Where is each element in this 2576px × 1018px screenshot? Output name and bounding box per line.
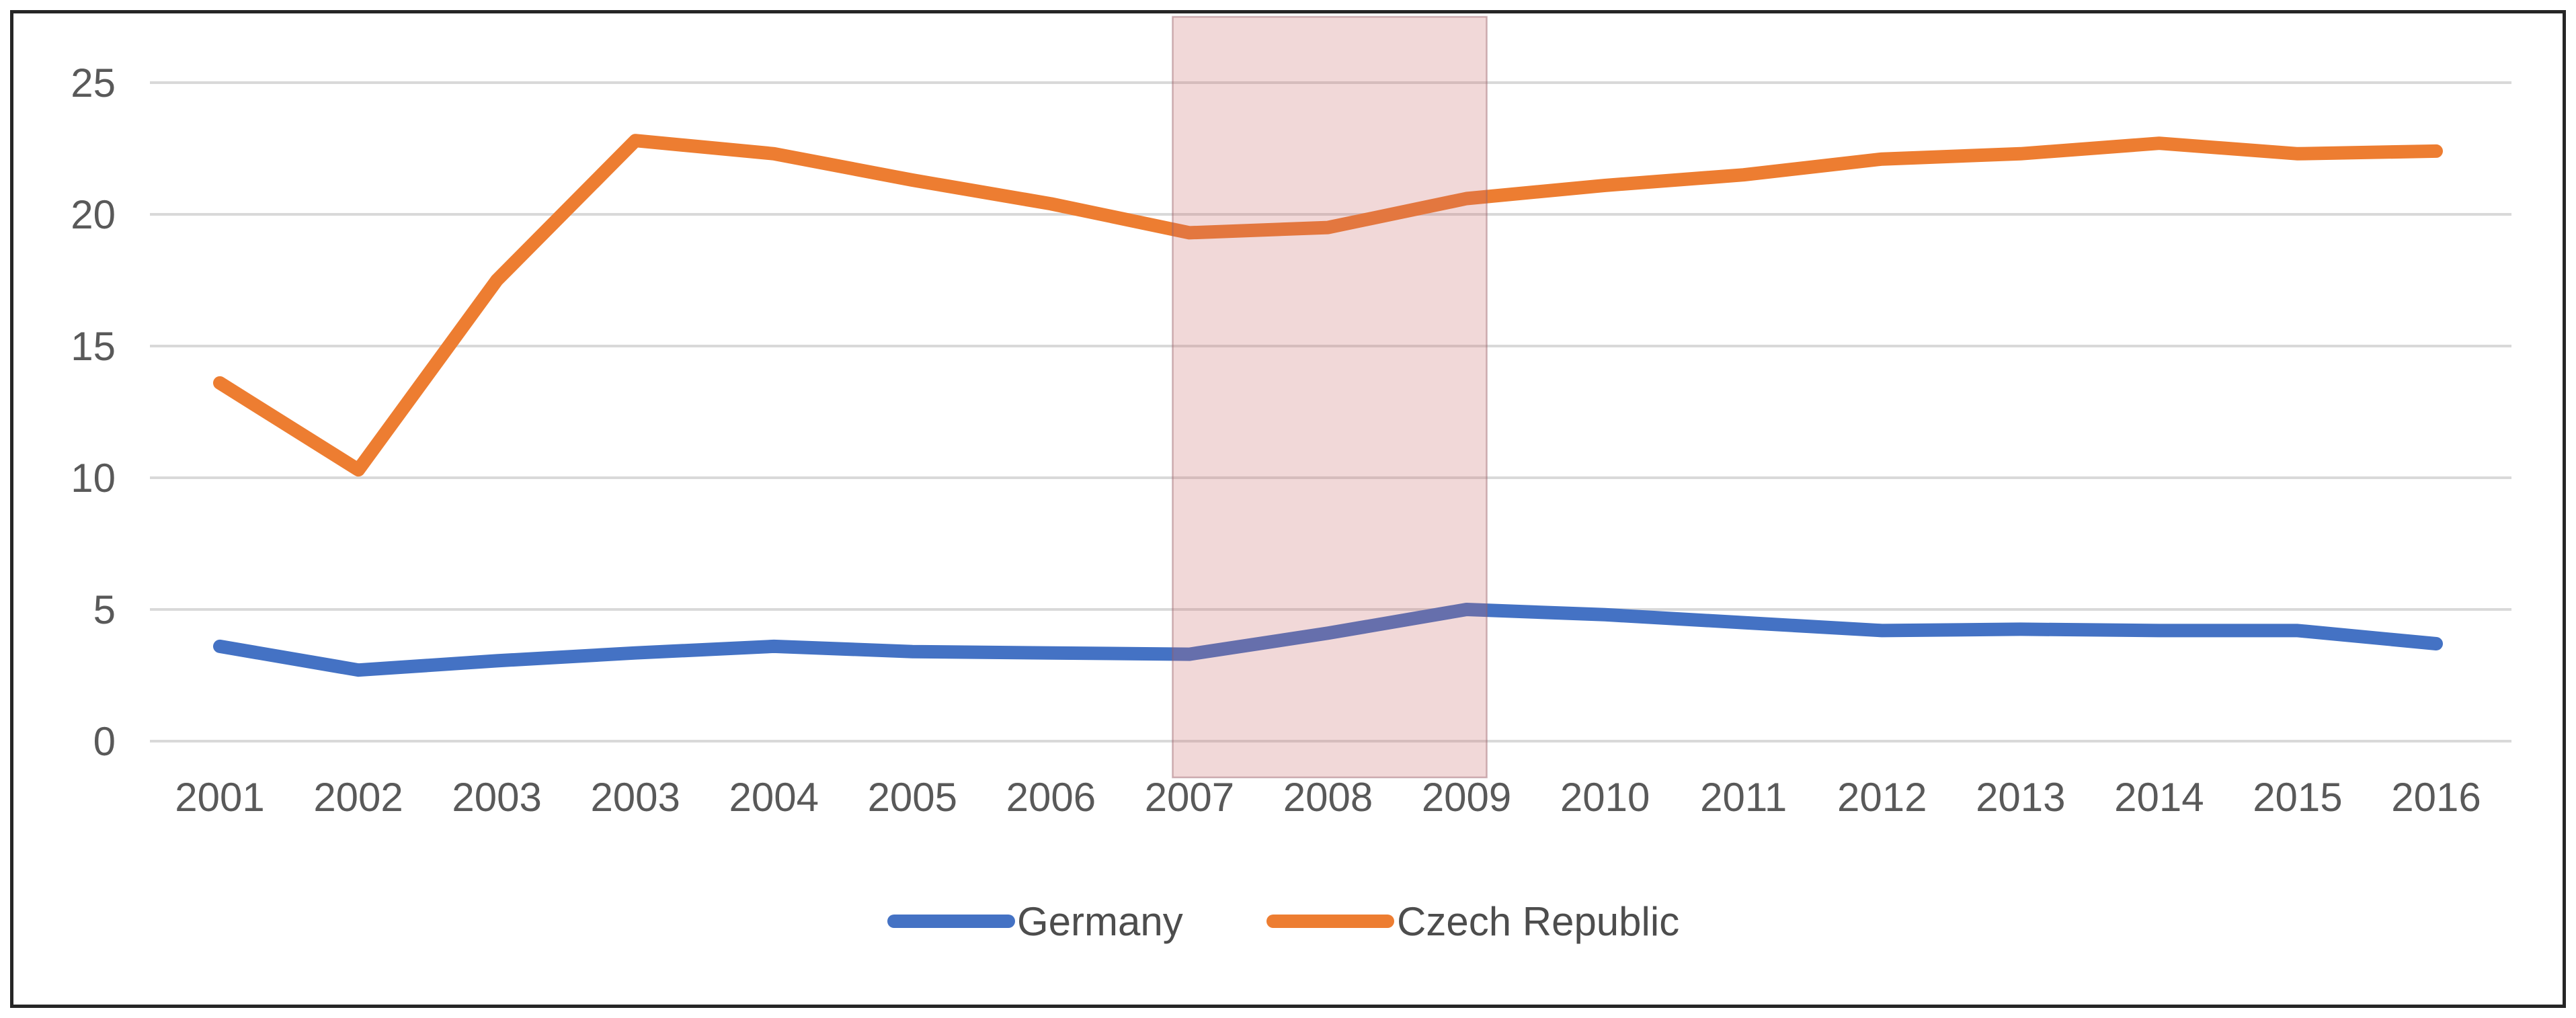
x-tick-label: 2009 — [1422, 775, 1511, 820]
gridlines — [150, 81, 2511, 743]
series-lines — [213, 134, 2443, 677]
x-tick-label: 2011 — [1700, 775, 1787, 820]
x-tick-label: 2016 — [2391, 775, 2481, 820]
x-tick-label: 2013 — [1976, 775, 2065, 820]
x-tick-label: 2012 — [1837, 775, 1927, 820]
y-tick-label: 0 — [93, 719, 116, 764]
y-tick-label: 5 — [93, 587, 116, 632]
x-tick-label: 2007 — [1145, 775, 1234, 820]
czech-republic-line — [213, 134, 2443, 477]
y-tick-label: 15 — [71, 324, 116, 369]
legend-label-germany: Germany — [1017, 899, 1183, 944]
x-tick-label: 2003 — [452, 775, 541, 820]
x-tick-label: 2006 — [1006, 775, 1096, 820]
x-tick-label: 2008 — [1283, 775, 1373, 820]
chart-legend: Germany Czech Republic — [887, 899, 1679, 944]
y-axis-tick-labels: 0 5 10 15 20 25 — [71, 60, 116, 764]
y-tick-label: 10 — [71, 456, 116, 501]
legend-label-czech-republic: Czech Republic — [1397, 899, 1679, 944]
x-tick-label: 2014 — [2114, 775, 2204, 820]
chart-frame-border — [10, 10, 2566, 1008]
recession-band — [1172, 15, 1488, 779]
x-tick-label: 2004 — [729, 775, 819, 820]
y-tick-label: 25 — [71, 60, 116, 105]
x-tick-label: 2002 — [313, 775, 403, 820]
germany-line — [213, 603, 2443, 677]
x-tick-label: 2015 — [2253, 775, 2342, 820]
x-tick-label: 2005 — [868, 775, 957, 820]
x-tick-label: 2003 — [590, 775, 680, 820]
highlight-band-group — [1172, 15, 1488, 779]
y-tick-label: 20 — [71, 192, 116, 237]
x-axis-tick-labels: 2001 2002 2003 2003 2004 2005 2006 2007 2008 2009… — [175, 775, 2481, 820]
x-tick-label: 2001 — [175, 775, 264, 820]
x-tick-label: 2010 — [1560, 775, 1650, 820]
